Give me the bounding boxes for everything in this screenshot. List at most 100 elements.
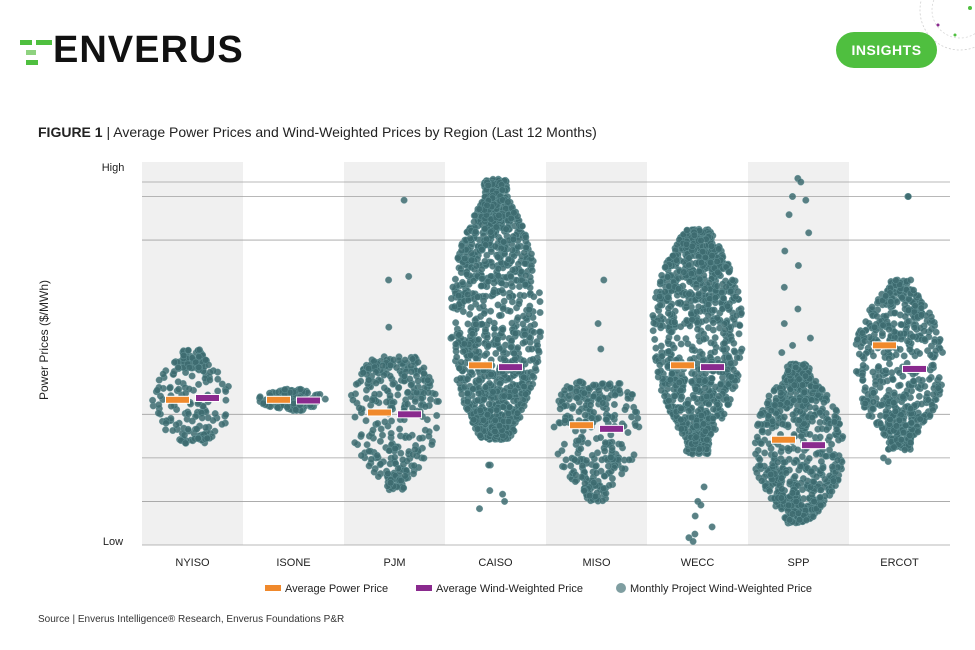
- project-point: [472, 262, 480, 270]
- project-point: [700, 335, 708, 343]
- project-point: [621, 406, 629, 414]
- project-point: [889, 375, 897, 383]
- project-point: [522, 390, 530, 398]
- project-point-outlier: [778, 349, 786, 357]
- project-point: [468, 256, 476, 264]
- project-point: [821, 475, 829, 483]
- project-point: [907, 439, 915, 447]
- project-point: [508, 337, 516, 345]
- avg-wind-marker-miso: [599, 424, 624, 433]
- project-point: [403, 400, 411, 408]
- project-point: [180, 352, 188, 360]
- project-point: [786, 516, 794, 524]
- project-point-outlier: [691, 512, 699, 520]
- project-point: [592, 469, 600, 477]
- project-point-outlier: [904, 192, 912, 200]
- project-point: [882, 292, 890, 300]
- project-point: [159, 370, 167, 378]
- project-point: [697, 259, 705, 267]
- project-point-outlier: [476, 505, 484, 513]
- project-point: [296, 385, 304, 393]
- project-point: [705, 400, 713, 408]
- project-point: [826, 433, 834, 441]
- project-point: [522, 243, 530, 251]
- project-point: [770, 387, 778, 395]
- project-point: [373, 451, 381, 459]
- project-point: [697, 412, 705, 420]
- project-point: [671, 392, 679, 400]
- avg-power-marker-wecc: [670, 361, 695, 370]
- project-point: [703, 436, 711, 444]
- project-point: [370, 468, 378, 476]
- project-point: [507, 272, 515, 280]
- project-point: [713, 282, 721, 290]
- project-point: [590, 479, 598, 487]
- project-point: [666, 376, 674, 384]
- project-point-outlier: [485, 461, 493, 469]
- insights-badge[interactable]: INSIGHTS: [836, 32, 937, 68]
- project-point: [162, 426, 170, 434]
- project-point-outlier: [597, 345, 605, 353]
- project-point: [530, 293, 538, 301]
- project-point: [658, 352, 666, 360]
- project-point: [411, 445, 419, 453]
- project-point: [351, 439, 359, 447]
- project-point: [711, 334, 719, 342]
- project-point: [508, 246, 516, 254]
- project-point: [730, 339, 738, 347]
- project-point: [580, 487, 588, 495]
- project-point: [355, 404, 363, 412]
- project-point: [797, 463, 805, 471]
- project-point: [496, 422, 504, 430]
- project-point: [411, 397, 419, 405]
- project-point: [386, 392, 394, 400]
- project-point: [668, 370, 676, 378]
- project-point: [292, 406, 300, 414]
- project-point: [204, 414, 212, 422]
- project-point: [670, 344, 678, 352]
- project-point: [677, 386, 685, 394]
- project-point: [376, 437, 384, 445]
- project-point: [451, 303, 459, 311]
- project-point: [509, 235, 517, 243]
- project-point-outlier: [802, 196, 810, 204]
- project-point: [281, 386, 289, 394]
- project-point: [484, 278, 492, 286]
- project-point: [796, 408, 804, 416]
- project-point: [527, 250, 535, 258]
- project-point: [499, 326, 507, 334]
- project-point: [925, 375, 933, 383]
- project-point: [576, 378, 584, 386]
- figure-separator: |: [102, 124, 114, 140]
- project-point: [777, 389, 785, 397]
- project-point: [172, 421, 180, 429]
- project-point: [394, 391, 402, 399]
- project-point: [484, 342, 492, 350]
- project-point: [424, 376, 432, 384]
- project-point: [474, 425, 482, 433]
- project-point: [711, 294, 719, 302]
- project-point: [855, 350, 863, 358]
- x-tick-nyiso: NYISO: [175, 557, 210, 569]
- legend-label-monthly-project: Monthly Project Wind-Weighted Price: [630, 583, 812, 595]
- project-point: [455, 364, 463, 372]
- project-point: [878, 401, 886, 409]
- project-point: [467, 249, 475, 257]
- project-point: [256, 393, 264, 401]
- project-point: [758, 427, 766, 435]
- project-point: [690, 231, 698, 239]
- project-point: [504, 409, 512, 417]
- dots-caiso: [447, 175, 545, 513]
- project-point: [873, 312, 881, 320]
- project-point: [359, 369, 367, 377]
- project-point: [624, 429, 632, 437]
- project-point: [735, 330, 743, 338]
- project-point: [910, 286, 918, 294]
- project-point: [828, 463, 836, 471]
- project-point: [428, 441, 436, 449]
- project-point: [829, 452, 837, 460]
- project-point: [911, 302, 919, 310]
- project-point: [683, 240, 691, 248]
- project-point: [897, 436, 905, 444]
- project-point: [607, 453, 615, 461]
